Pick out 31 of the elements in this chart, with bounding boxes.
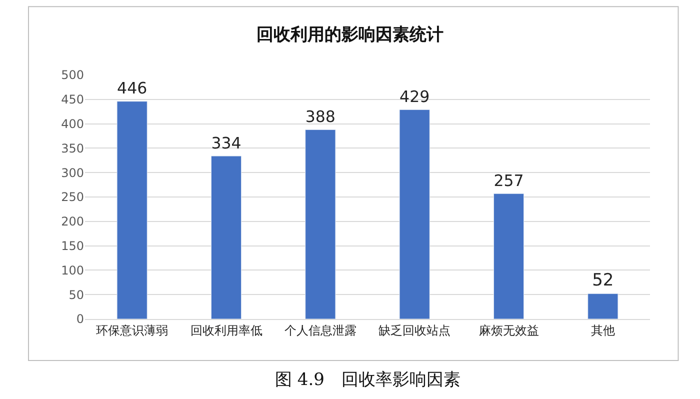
y-tick-label: 300 — [61, 166, 84, 180]
y-tick-label: 50 — [68, 288, 84, 302]
bar — [399, 109, 430, 319]
x-tick-label: 其他 — [590, 323, 615, 338]
bar — [588, 293, 618, 319]
y-tick-label: 250 — [61, 190, 84, 204]
chart-title: 回收利用的影响因素统计 — [256, 24, 444, 45]
caption: 图 4.9 回收率影响因素 — [275, 370, 460, 390]
y-tick-label: 400 — [61, 117, 84, 131]
bar — [210, 156, 242, 319]
y-tick-label: 200 — [61, 214, 84, 229]
y-tick-label: 150 — [61, 239, 84, 253]
bar — [305, 129, 336, 319]
bar — [493, 193, 524, 319]
x-tick-label: 麻烦无效益 — [478, 323, 539, 338]
y-tick-label: 500 — [61, 68, 84, 82]
y-tick-label: 450 — [61, 92, 84, 107]
data-label: 52 — [592, 270, 614, 291]
data-label: 388 — [305, 107, 336, 126]
x-tick-label: 环保意识薄弱 — [96, 323, 168, 338]
y-tick-label: 100 — [61, 263, 84, 278]
data-label: 257 — [494, 170, 524, 190]
data-label: 334 — [211, 133, 242, 152]
data-label: 429 — [400, 87, 430, 106]
x-tick-label: 回收利用率低 — [190, 323, 262, 338]
x-tick-label: 个人信息泄露 — [284, 323, 356, 338]
y-tick-label: 0 — [76, 312, 84, 326]
data-label: 446 — [117, 78, 148, 98]
x-tick-label: 缺乏回收站点 — [378, 323, 451, 338]
bar — [116, 101, 148, 319]
y-tick-label: 350 — [61, 141, 84, 156]
